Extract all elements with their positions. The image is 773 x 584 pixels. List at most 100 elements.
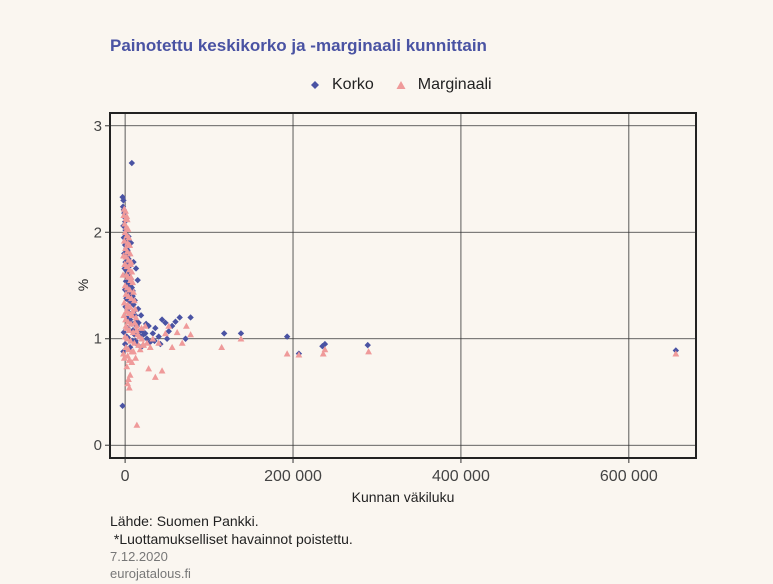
point-marginaali [165,322,173,329]
point-marginaali [120,354,128,361]
point-korko [149,330,157,337]
point-marginaali [120,237,128,244]
point-korko [119,203,127,210]
point-marginaali [125,309,133,316]
footer: Lähde: Suomen Pankki. *Luottamukselliset… [110,512,353,582]
y-tick-label: 2 [94,224,102,241]
grid-lines [110,113,696,458]
point-marginaali [129,278,137,286]
point-marginaali [295,351,303,358]
point-marginaali [129,328,137,336]
y-tick-label: 0 [94,437,102,454]
point-korko [152,324,159,332]
point-korko [120,197,127,204]
point-marginaali [126,286,134,293]
point-marginaali [672,350,680,357]
point-marginaali [122,322,130,329]
point-marginaali [123,262,131,270]
point-korko [364,341,371,349]
point-korko [137,312,145,319]
point-marginaali [128,311,136,319]
x-tick-label: 600 000 [600,468,658,485]
point-marginaali [124,303,132,310]
y-tick-label: 3 [94,118,102,135]
point-korko [143,335,151,342]
point-marginaali [124,225,132,232]
point-marginaali [132,354,140,361]
point-marginaali [125,384,133,391]
point-marginaali [128,358,136,365]
confidentiality-note: *Luottamukselliset havainnot poistettu. [110,531,353,547]
point-marginaali [132,314,140,321]
point-marginaali [178,339,186,346]
point-marginaali [125,345,132,353]
point-korko [155,333,162,340]
point-korko [321,340,329,348]
point-marginaali [123,216,131,223]
x-tick-label: 200 000 [264,468,322,485]
point-korko [132,265,140,272]
point-marginaali [143,339,151,346]
y-axis-label: % [75,279,91,291]
point-marginaali [126,250,134,257]
point-marginaali [168,343,176,351]
point-korko [172,318,179,325]
point-marginaali [283,350,291,357]
point-marginaali [365,348,372,355]
diamond-marker-icon [311,81,319,89]
x-axis-ticks: 0 200 000 400 000 600 000 [121,458,658,485]
point-korko [165,328,172,335]
point-korko [158,316,166,323]
point-marginaali [135,333,143,340]
point-marginaali [162,330,169,337]
point-marginaali [125,326,133,334]
point-marginaali [127,337,134,344]
point-marginaali [151,373,159,380]
point-korko [127,239,135,247]
point-marginaali [133,326,140,334]
point-marginaali [321,345,329,353]
point-marginaali [139,340,147,347]
point-marginaali [123,335,131,342]
point-marginaali [125,234,133,241]
point-korko [119,402,126,410]
point-korko [182,335,189,342]
y-axis-ticks: 0 1 2 3 [94,118,110,454]
legend-item-korko: Korko [310,76,374,94]
legend-item-marginaali: Marginaali [396,76,492,94]
x-tick-label: 0 [121,468,130,485]
point-korko [220,330,228,337]
point-marginaali [120,311,128,319]
point-marginaali [158,367,166,374]
point-marginaali [149,335,157,342]
point-marginaali [123,363,131,370]
point-marginaali [131,319,139,326]
point-marginaali [127,260,134,268]
site-name: eurojatalous.fi [110,566,191,581]
point-marginaali [120,299,128,306]
triangle-marker-icon [396,81,406,89]
point-marginaali [173,328,181,336]
point-marginaali [141,322,149,329]
point-marginaali [130,297,138,304]
point-marginaali [128,268,136,275]
point-marginaali [218,343,226,351]
point-marginaali [119,271,127,278]
point-marginaali [136,345,144,353]
point-marginaali [133,322,141,329]
chart-title: Painotettu keskikorko ja -marginaali kun… [110,36,487,55]
point-marginaali [127,273,135,280]
point-korko [128,159,136,167]
point-marginaali [138,324,145,331]
legend: Korko Marginaali [310,76,514,94]
x-tick-label: 400 000 [432,468,490,485]
point-korko [187,314,194,321]
plot-frame [109,112,697,459]
data-points [119,159,680,428]
point-marginaali [130,348,137,355]
point-marginaali [182,322,190,329]
point-korko [162,319,169,326]
point-marginaali [130,288,137,295]
point-korko [163,335,171,342]
